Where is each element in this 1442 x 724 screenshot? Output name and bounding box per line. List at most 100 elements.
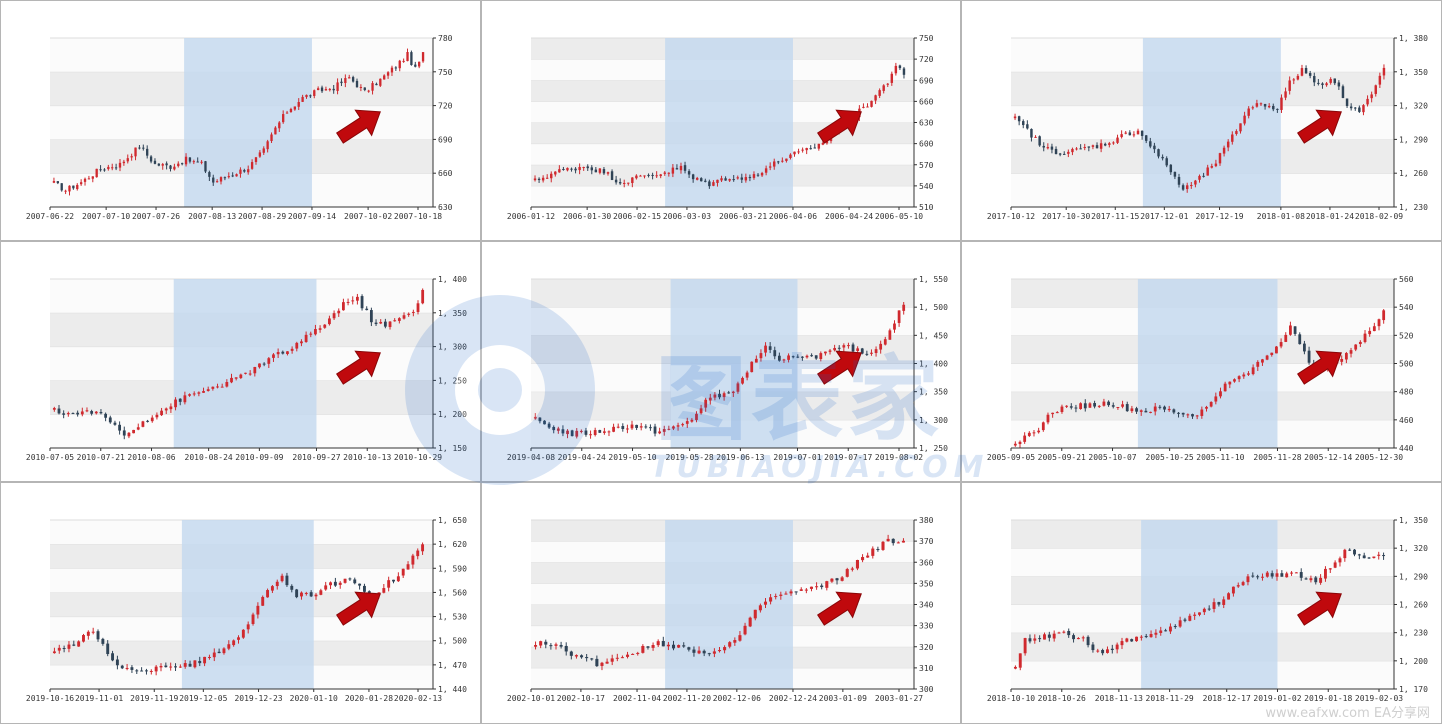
candle [886,534,890,542]
candle [319,588,323,596]
candle [348,74,351,79]
candle [1303,340,1306,355]
candle [1135,406,1138,415]
candle [154,665,158,676]
candle [582,166,585,171]
trend-arrow-icon [817,591,862,626]
candle [243,168,246,173]
candle [1185,182,1189,193]
x-tick-label: 2005-12-14 [1304,453,1352,462]
candle [718,389,721,400]
candle [1154,629,1158,639]
candle [1101,648,1105,656]
candle [695,411,698,423]
candle [898,64,902,71]
x-tick-label: 2005-10-25 [1146,453,1194,462]
candle [290,346,294,354]
candle [1333,78,1336,86]
candle [126,154,129,164]
candle [902,66,906,79]
trend-arrow-icon [336,591,381,626]
x-tick-label: 2002-11-20 [663,694,711,703]
candle [1125,637,1129,643]
candle [1323,566,1327,582]
candle [219,176,223,185]
candle [1158,404,1162,410]
candle [809,586,814,592]
candle [343,578,347,584]
candle [796,354,800,359]
candle [1362,104,1365,116]
x-tick-label: 2005-09-21 [1038,453,1086,462]
candle [256,602,260,619]
y-tick-label: 500 [1399,360,1414,369]
candle [231,172,234,178]
y-tick-label: 750 [919,34,934,43]
candle [180,162,184,166]
y-tick-label: 510 [919,203,934,212]
candle [338,581,342,589]
candle [120,664,124,670]
candle [77,640,81,647]
candle [866,552,870,558]
candle [101,637,105,646]
candle [554,171,557,177]
candle [824,351,827,356]
candle [281,350,285,355]
candle [1023,432,1027,444]
candle [258,363,261,369]
candle [586,164,589,171]
candle [1270,570,1274,579]
candle [57,644,61,654]
highlight-region [670,279,798,448]
candle [1328,568,1332,574]
candle [72,185,75,190]
candle [1374,84,1377,97]
candle [232,639,236,647]
y-tick-label: 690 [919,76,934,85]
candle [537,177,541,183]
candle [712,180,715,187]
candle [541,175,545,183]
candle [290,584,294,593]
candle [313,89,316,99]
candle [1377,551,1381,560]
candle [610,169,614,181]
x-tick-label: 2002-11-04 [613,694,661,703]
candle [1165,156,1168,168]
highlight-region [1142,38,1281,207]
y-tick-label: 630 [438,203,453,212]
candle [1071,147,1074,156]
candle [679,162,683,174]
candle [1194,179,1197,188]
candle [390,65,394,76]
y-tick-label: 1, 550 [919,275,948,284]
x-tick-label: 2017-10-30 [1042,212,1090,221]
candle [754,355,758,363]
candle [1265,354,1269,361]
candle [866,103,869,108]
candle [774,593,778,600]
candle [300,591,303,600]
candle [146,419,149,423]
candle [590,657,594,661]
highlight-region [173,279,317,448]
candle [1086,635,1090,648]
candle [649,424,652,431]
x-tick-label: 2010-08-06 [127,453,175,462]
candle [332,85,335,94]
x-tick-label: 2019-05-28 [666,453,714,462]
x-tick-label: 2010-07-21 [77,453,125,462]
candle [1168,623,1172,634]
candle [562,166,565,171]
candle [1207,605,1211,611]
candle [1043,632,1046,640]
candle [309,94,312,99]
candle [801,147,804,153]
candle [888,328,892,340]
candle [1111,402,1115,409]
candle [1120,637,1124,650]
candle [379,78,382,87]
candle [421,288,425,305]
candle [655,171,658,178]
